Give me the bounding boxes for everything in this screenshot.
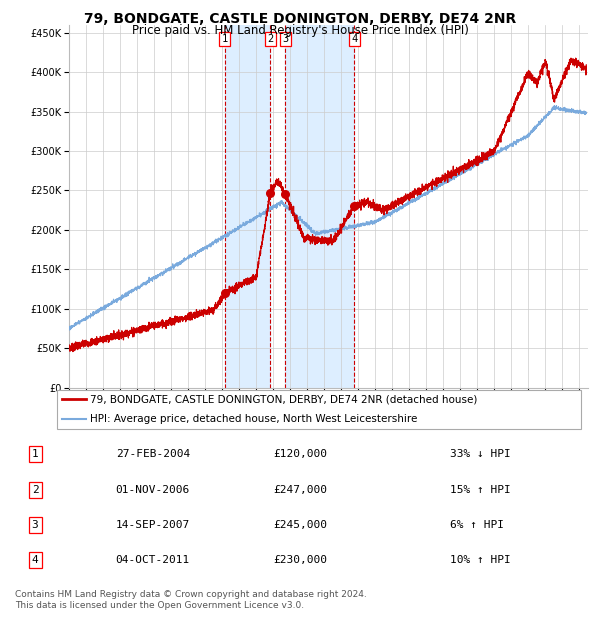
Bar [225, 25, 271, 388]
Text: £120,000: £120,000 [273, 449, 327, 459]
Text: 3: 3 [32, 520, 38, 530]
Text: £230,000: £230,000 [273, 555, 327, 565]
Text: 2: 2 [267, 34, 274, 44]
Text: 2: 2 [32, 485, 38, 495]
Text: 14-SEP-2007: 14-SEP-2007 [116, 520, 190, 530]
Text: 04-OCT-2011: 04-OCT-2011 [116, 555, 190, 565]
Bar [285, 25, 354, 388]
Text: Contains HM Land Registry data © Crown copyright and database right 2024.: Contains HM Land Registry data © Crown c… [15, 590, 367, 600]
Text: 1: 1 [221, 34, 228, 44]
Text: 6% ↑ HPI: 6% ↑ HPI [450, 520, 504, 530]
Text: HPI: Average price, detached house, North West Leicestershire: HPI: Average price, detached house, Nort… [90, 414, 418, 424]
Text: 79, BONDGATE, CASTLE DONINGTON, DERBY, DE74 2NR (detached house): 79, BONDGATE, CASTLE DONINGTON, DERBY, D… [90, 394, 478, 404]
Text: 33% ↓ HPI: 33% ↓ HPI [450, 449, 511, 459]
Text: 10% ↑ HPI: 10% ↑ HPI [450, 555, 511, 565]
Text: £245,000: £245,000 [273, 520, 327, 530]
Text: £247,000: £247,000 [273, 485, 327, 495]
Text: 4: 4 [32, 555, 38, 565]
Text: 15% ↑ HPI: 15% ↑ HPI [450, 485, 511, 495]
FancyBboxPatch shape [56, 391, 581, 429]
Text: 01-NOV-2006: 01-NOV-2006 [116, 485, 190, 495]
Text: 79, BONDGATE, CASTLE DONINGTON, DERBY, DE74 2NR: 79, BONDGATE, CASTLE DONINGTON, DERBY, D… [84, 12, 516, 27]
Text: 3: 3 [282, 34, 289, 44]
Text: Price paid vs. HM Land Registry's House Price Index (HPI): Price paid vs. HM Land Registry's House … [131, 24, 469, 37]
Text: 4: 4 [351, 34, 358, 44]
Text: 1: 1 [32, 449, 38, 459]
Text: This data is licensed under the Open Government Licence v3.0.: This data is licensed under the Open Gov… [15, 601, 304, 611]
Text: 27-FEB-2004: 27-FEB-2004 [116, 449, 190, 459]
